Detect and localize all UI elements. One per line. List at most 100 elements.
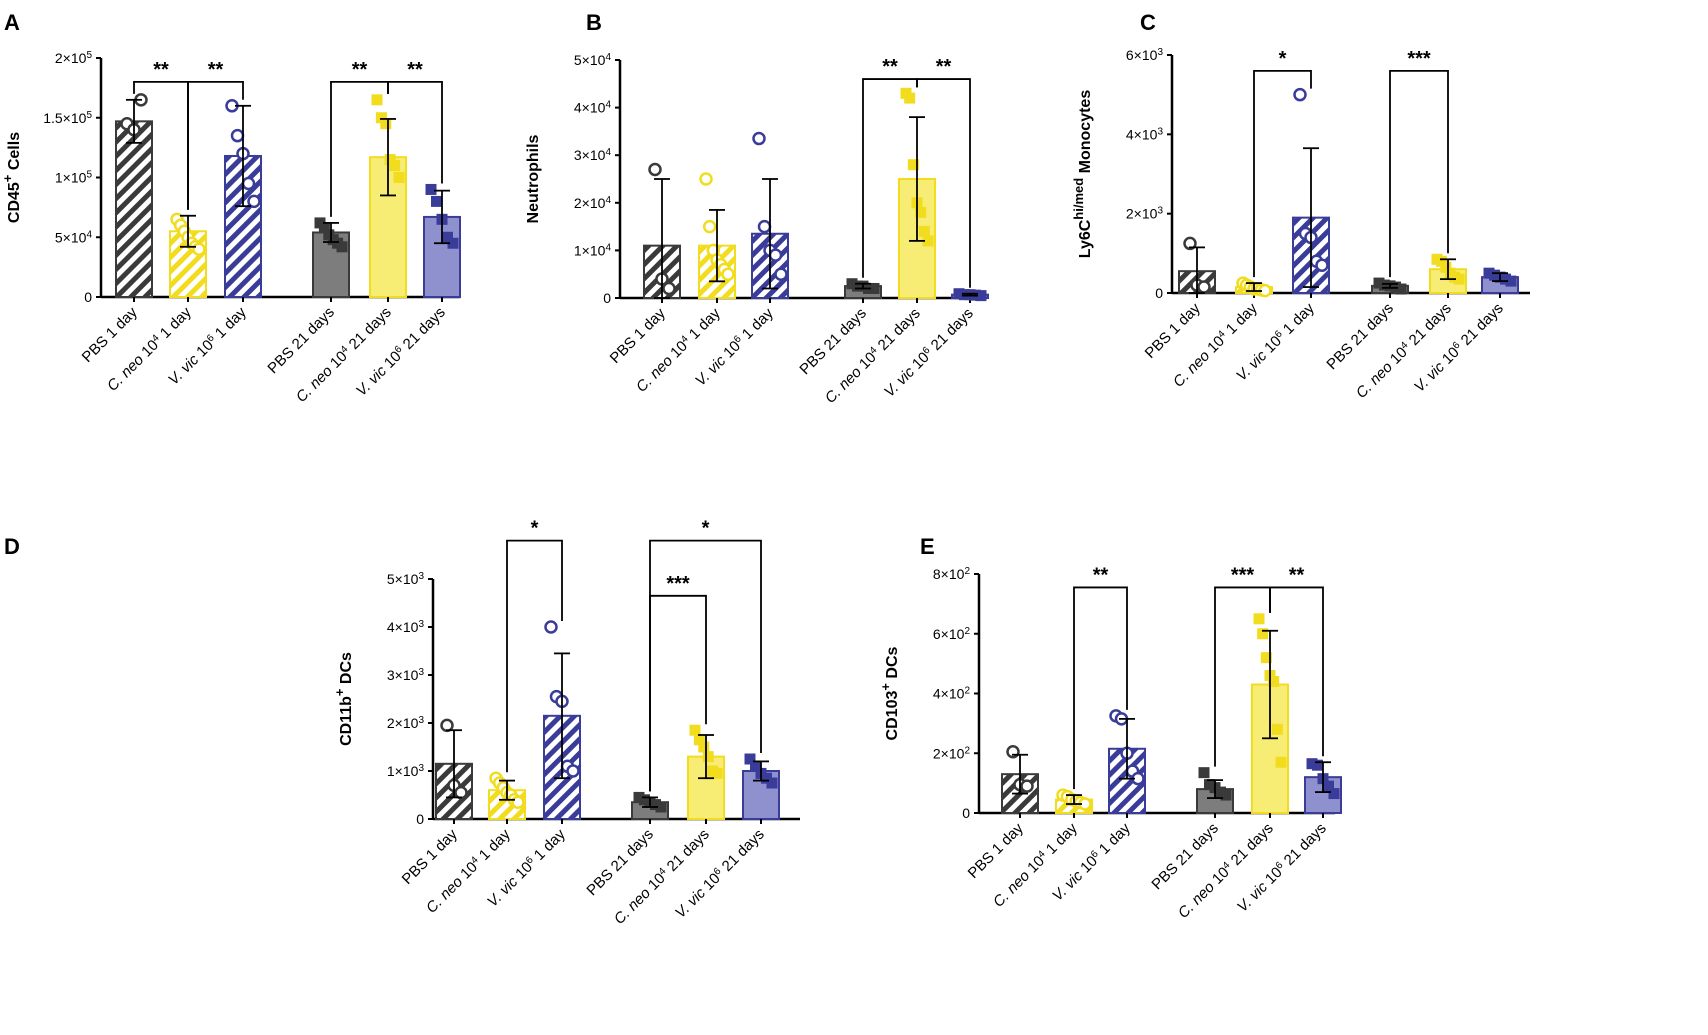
panel-letter: A (4, 10, 20, 35)
y-tick-label: 1×104 (574, 242, 612, 259)
significance-bracket (649, 594, 707, 792)
x-tick-label: C. neo 104 21 days (1352, 299, 1454, 401)
data-point (1328, 788, 1340, 800)
data-point (689, 724, 701, 736)
x-tick-label: V. vic 106 21 days (1234, 819, 1330, 915)
data-point (511, 795, 525, 809)
data-point (425, 183, 437, 195)
y-axis-label: CD45+ Cells (0, 132, 23, 223)
data-point (1323, 780, 1334, 792)
data-point (442, 231, 453, 243)
y-tick-label: 5×103 (387, 571, 425, 588)
y-tick-label: 2×102 (933, 745, 971, 762)
data-point (1253, 613, 1265, 625)
data-point (336, 241, 348, 253)
y-tick-label: 4×102 (933, 685, 971, 702)
data-point (721, 267, 735, 281)
y-tick-label: 0 (416, 811, 424, 827)
data-point (768, 248, 783, 262)
data-point (698, 741, 710, 753)
data-point (907, 159, 919, 171)
data-point (1293, 87, 1307, 102)
data-point (918, 225, 930, 237)
data-point (750, 760, 761, 772)
data-point (1395, 283, 1407, 295)
data-point (904, 92, 916, 104)
data-point (230, 128, 245, 143)
significance-bracket (1389, 69, 1449, 278)
data-point (766, 777, 778, 789)
y-axis-label: CD103+ DCs (878, 646, 902, 740)
y-tick-label: 4×103 (1126, 126, 1164, 143)
significance-label: ** (407, 59, 423, 81)
data-point (1198, 767, 1210, 779)
y-tick-label: 5×104 (574, 52, 612, 69)
data-point (384, 154, 396, 166)
data-point (447, 237, 459, 249)
data-point (566, 764, 580, 778)
y-tick-label: 8×102 (933, 566, 971, 583)
data-point (1435, 255, 1447, 267)
panel-b: BNeutrophils01×1042×1043×1044×1045×104PB… (525, 10, 989, 407)
y-tick-label: 4×104 (574, 99, 612, 116)
data-point (1271, 723, 1283, 735)
data-point (648, 162, 662, 177)
data-point (1197, 280, 1211, 294)
significance-label: * (531, 518, 539, 540)
significance-label: ** (352, 59, 368, 81)
data-point (1312, 759, 1323, 771)
significance-label: ** (936, 56, 952, 78)
panel-letter: B (586, 10, 602, 35)
x-tick-label: V. vic 106 21 days (353, 303, 449, 399)
data-point (744, 753, 756, 765)
significance-bracket (506, 539, 563, 773)
y-axis-label: Neutrophils (525, 134, 542, 223)
data-point (1268, 676, 1280, 688)
data-point (1257, 628, 1269, 640)
data-point (1275, 756, 1287, 768)
data-point (454, 785, 468, 800)
significance-bracket (916, 78, 971, 288)
data-point (393, 172, 405, 183)
x-tick-label: V. vic 106 21 days (881, 304, 977, 400)
y-tick-label: 5×104 (55, 229, 93, 246)
data-point (375, 112, 387, 124)
y-tick-label: 2×104 (574, 194, 612, 211)
significance-label: *** (1231, 564, 1255, 586)
data-point (702, 219, 717, 234)
y-tick-label: 0 (603, 290, 611, 306)
y-axis-label: Ly6Chi/med Monocytes (1071, 90, 1095, 259)
significance-label: * (702, 518, 710, 540)
y-tick-label: 1×105 (55, 169, 93, 186)
data-point (192, 242, 206, 256)
y-tick-label: 2×103 (387, 715, 425, 732)
data-point (922, 235, 934, 247)
data-point (1020, 779, 1034, 793)
data-point (1260, 652, 1272, 664)
data-point (752, 131, 766, 146)
data-point (1453, 273, 1465, 285)
x-tick-label: C. neo 104 21 days (292, 303, 394, 405)
y-tick-label: 6×102 (933, 625, 971, 642)
data-point (1505, 275, 1517, 287)
data-point (693, 734, 705, 746)
x-tick-label: V. vic 106 21 days (1411, 299, 1507, 395)
data-point (544, 620, 558, 634)
data-point (440, 718, 454, 733)
data-point (1183, 236, 1197, 251)
significance-label: ** (1289, 564, 1305, 586)
significance-bracket (1253, 69, 1312, 278)
data-point (711, 767, 723, 779)
data-point (318, 222, 330, 234)
data-point (431, 195, 442, 207)
significance-bracket (1073, 586, 1128, 790)
significance-label: ** (882, 56, 898, 78)
data-point (380, 118, 392, 130)
data-point (662, 281, 676, 296)
y-tick-label: 0 (84, 289, 92, 305)
significance-label: *** (666, 573, 690, 595)
y-tick-label: 2×105 (55, 50, 93, 67)
